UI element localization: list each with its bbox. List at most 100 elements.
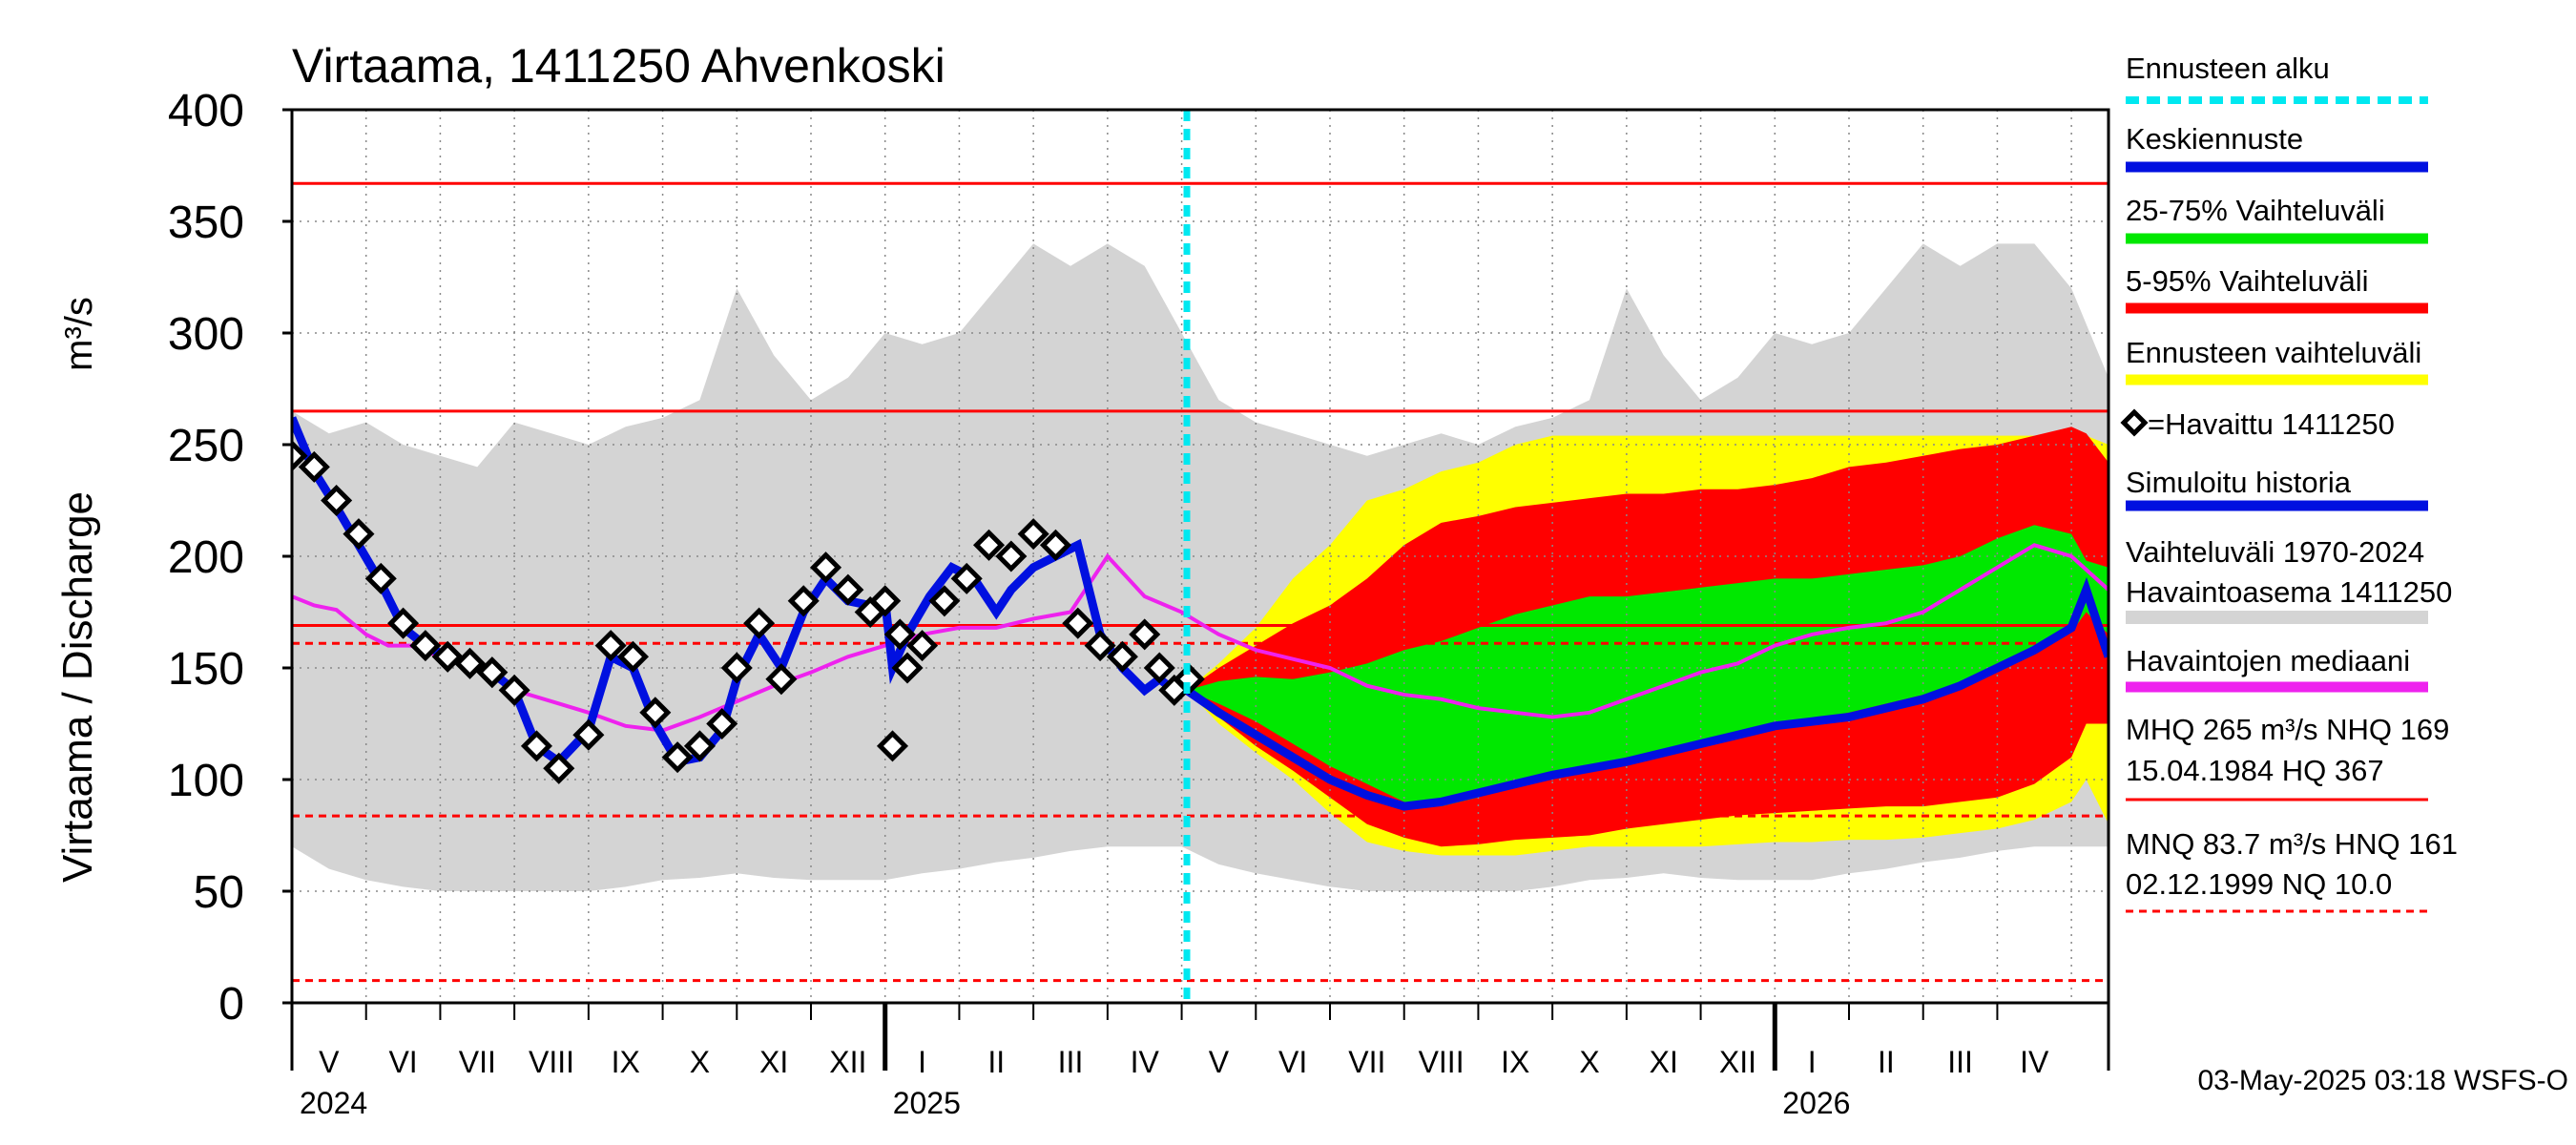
month-label: VI xyxy=(388,1045,417,1079)
y-tick-label: 300 xyxy=(168,309,244,360)
chart-title: Virtaama, 1411250 Ahvenkoski xyxy=(292,39,945,93)
y-tick-label: 0 xyxy=(218,979,244,1030)
month-label: I xyxy=(1808,1045,1817,1079)
legend-label: Ennusteen alku xyxy=(2126,52,2330,85)
observed-point xyxy=(292,440,308,472)
month-label: III xyxy=(1058,1045,1084,1079)
y-axis-label: Virtaama / Discharge xyxy=(54,491,101,883)
observed-point xyxy=(453,647,487,679)
month-label: XI xyxy=(759,1045,788,1079)
stats-line-1: MHQ 265 m³/s NHQ 169 xyxy=(2126,713,2449,746)
month-label: V xyxy=(1209,1045,1230,1079)
observed-point xyxy=(972,529,1006,561)
y-tick-label: 400 xyxy=(168,86,244,136)
observed-point xyxy=(891,652,924,684)
y-tick-label: 50 xyxy=(194,867,244,918)
legend-item: Vaihteluväli 1970-2024 Havaintoasema 141… xyxy=(2126,535,2452,624)
legend-label: 25-75% Vaihteluväli xyxy=(2126,194,2385,227)
observed-point xyxy=(572,718,605,751)
observed-point xyxy=(321,484,353,517)
observed-point xyxy=(1129,618,1161,651)
month-label: III xyxy=(1947,1045,1973,1079)
observed-point xyxy=(950,562,983,594)
plot-area xyxy=(292,110,2109,1003)
observed-point xyxy=(869,585,902,617)
observed-point xyxy=(616,640,650,673)
observed-point xyxy=(639,697,672,729)
month-label: IX xyxy=(1501,1045,1529,1079)
observed-point xyxy=(883,618,916,651)
observed-point xyxy=(476,656,509,689)
observed-point xyxy=(706,707,738,740)
month-label: X xyxy=(1579,1045,1599,1079)
month-label: II xyxy=(987,1045,1005,1079)
legend-label: Havaintojen mediaani xyxy=(2126,644,2410,677)
observed-point xyxy=(431,640,464,673)
observed-point xyxy=(720,652,753,684)
legend-marker-observed xyxy=(2120,408,2149,437)
month-label: II xyxy=(1878,1045,1895,1079)
observed-point xyxy=(765,663,798,696)
observed-point xyxy=(1017,518,1049,551)
legend-item: Ennusteen vaihteluväli xyxy=(2126,336,2428,385)
y-tick-label: 100 xyxy=(168,756,244,806)
legend-label: Vaihteluväli 1970-2024 xyxy=(2126,535,2424,569)
legend-item: Simuloitu historia xyxy=(2126,466,2428,511)
observed-point xyxy=(683,730,716,762)
observed-point xyxy=(743,607,776,639)
legend-label-secondary: Havaintoasema 1411250 xyxy=(2126,575,2452,609)
observed-point xyxy=(1143,652,1175,684)
observed-point xyxy=(810,552,842,584)
month-label: XII xyxy=(829,1045,866,1079)
legend-item: 25-75% Vaihteluväli xyxy=(2126,194,2428,244)
legend-item: 5-95% Vaihteluväli xyxy=(2126,264,2428,314)
y-axis-unit: m³/s xyxy=(58,297,100,371)
y-tick-label: 350 xyxy=(168,198,244,248)
observed-point xyxy=(343,518,375,551)
legend-label: 5-95% Vaihteluväli xyxy=(2126,264,2368,298)
observed-point xyxy=(594,630,627,662)
month-label: VI xyxy=(1278,1045,1307,1079)
month-label: IV xyxy=(1131,1045,1160,1079)
observed-point xyxy=(1039,529,1071,561)
observed-point xyxy=(298,450,330,483)
legend-label: =Havaittu 1411250 xyxy=(2148,407,2395,441)
legend: Ennusteen alku Keskiennuste 25-75% Vaihtel… xyxy=(2120,52,2452,693)
forecast-25-75-band xyxy=(1187,525,2109,807)
month-label: I xyxy=(918,1045,926,1079)
observed-point xyxy=(498,674,530,706)
median-line xyxy=(292,543,2109,733)
month-label: XII xyxy=(1719,1045,1756,1079)
stats-line-3: MNQ 83.7 m³/s HNQ 161 xyxy=(2126,827,2458,861)
y-tick-label: 200 xyxy=(168,532,244,583)
legend-label: Keskiennuste xyxy=(2126,122,2303,156)
legend-item: =Havaittu 1411250 xyxy=(2120,407,2395,441)
observed-point xyxy=(520,730,552,762)
year-label: 2026 xyxy=(1782,1086,1850,1120)
observed-point xyxy=(543,752,575,784)
month-label: VII xyxy=(1348,1045,1385,1079)
observed-point xyxy=(1084,630,1116,662)
month-label: IV xyxy=(2020,1045,2049,1079)
observed-point xyxy=(661,741,694,774)
stats-line-4: 02.12.1999 NQ 10.0 xyxy=(2126,867,2392,901)
observed-point xyxy=(1062,607,1094,639)
forecast-mean-line xyxy=(1184,576,2109,811)
month-label: VII xyxy=(459,1045,496,1079)
legend-item: Havaintojen mediaani xyxy=(2126,644,2428,693)
observed-point xyxy=(364,562,397,594)
year-label: 2025 xyxy=(893,1086,961,1120)
month-label: V xyxy=(319,1045,340,1079)
month-label: XI xyxy=(1650,1045,1678,1079)
observed-point xyxy=(995,540,1028,572)
observed-point xyxy=(928,585,961,617)
observed-point xyxy=(906,630,939,662)
month-label: IX xyxy=(612,1045,640,1079)
footer-timestamp: 03-May-2025 03:18 WSFS-O xyxy=(2198,1065,2569,1096)
month-label: X xyxy=(690,1045,710,1079)
observed-point xyxy=(787,585,820,617)
legend-item: Ennusteen alku xyxy=(2126,52,2428,104)
y-tick-label: 250 xyxy=(168,421,244,471)
